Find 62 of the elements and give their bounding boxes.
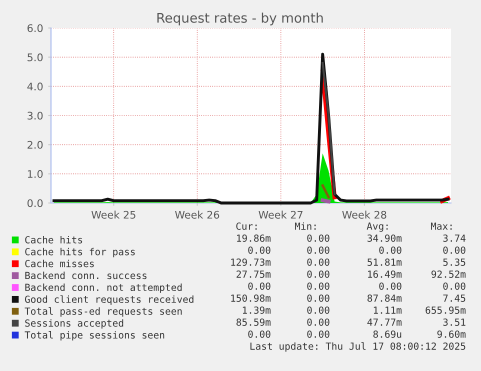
legend-label: Total pipe sessions seen (24, 331, 164, 341)
y-tick-label: 6.0 (28, 24, 43, 32)
text: 0.00 (307, 234, 330, 242)
legend-label: Backend conn. not attempted (25, 284, 182, 293)
x-tick-label: Week 27 (258, 210, 303, 219)
text: 9.60m (437, 330, 466, 338)
text: 0.00 (307, 282, 330, 290)
text: 1.11m (374, 306, 402, 314)
text: 0.00 (307, 246, 330, 254)
text: 0.00 (379, 246, 402, 254)
y-tick-label: 5.0 (28, 53, 43, 62)
text: 0.00 (307, 306, 330, 314)
x-tick-label: Week 26 (175, 210, 220, 219)
text: Last update: Thu Jul 17 08:00:12 2025 (250, 342, 466, 352)
text: 27.75m (236, 270, 271, 278)
text: 7.45 (443, 294, 466, 302)
text: 0.00 (248, 246, 270, 254)
text: 85.59m (236, 318, 271, 326)
text: 0.00 (443, 246, 466, 254)
text: 34.90m (368, 234, 402, 242)
text: 16.49m (368, 270, 402, 278)
text: 0.00 (443, 282, 466, 290)
text: 0.00 (307, 258, 330, 266)
text: 150.98m (231, 294, 271, 302)
y-tick-label: 1.0 (28, 170, 43, 178)
text: 0.00 (307, 270, 330, 278)
text: 0.00 (379, 282, 402, 290)
legend-label: Total pass-ed requests seen (24, 307, 182, 317)
text: 3.51 (443, 318, 466, 326)
text: 5.35 (443, 258, 466, 266)
x-tick-label: Week 25 (91, 210, 136, 219)
text: 8.69u (373, 330, 402, 338)
text: 0.00 (307, 294, 330, 302)
chart-title: Request rates - by month (157, 12, 323, 26)
legend-label: Good client requests received (25, 295, 194, 305)
text: 87.84m (368, 294, 402, 302)
legend-label: Backend conn. success (25, 272, 146, 280)
legend-label: Sessions accepted (25, 319, 124, 329)
y-tick-label: 3.0 (28, 112, 43, 120)
x-tick-label: Week 28 (342, 210, 386, 219)
legend-label: Cache hits (25, 236, 82, 244)
text: 47.77m (367, 318, 402, 326)
text: 0.00 (248, 282, 270, 290)
text: 51.81m (368, 258, 402, 266)
y-tick-label: 0.0 (27, 199, 43, 208)
text: 19.86m (237, 234, 271, 242)
y-tick-label: 4.0 (27, 82, 43, 90)
text: 129.73m (231, 258, 271, 266)
y-tick-label: 2.0 (28, 140, 43, 149)
text: 0.00 (307, 318, 330, 326)
text: 3.74 (443, 234, 466, 242)
text: Min: (294, 222, 316, 230)
text: 92.52m (431, 270, 466, 278)
text: 0.00 (307, 330, 330, 338)
text: Max: (430, 222, 452, 230)
text: 655.95m (426, 306, 466, 314)
text: Avg: (366, 222, 388, 232)
text: Cur: (236, 222, 257, 230)
legend-label: Cache misses (25, 260, 94, 268)
text: 0.00 (248, 330, 270, 338)
text: 1.39m (242, 306, 271, 314)
legend-label: Cache hits for pass (25, 248, 135, 258)
